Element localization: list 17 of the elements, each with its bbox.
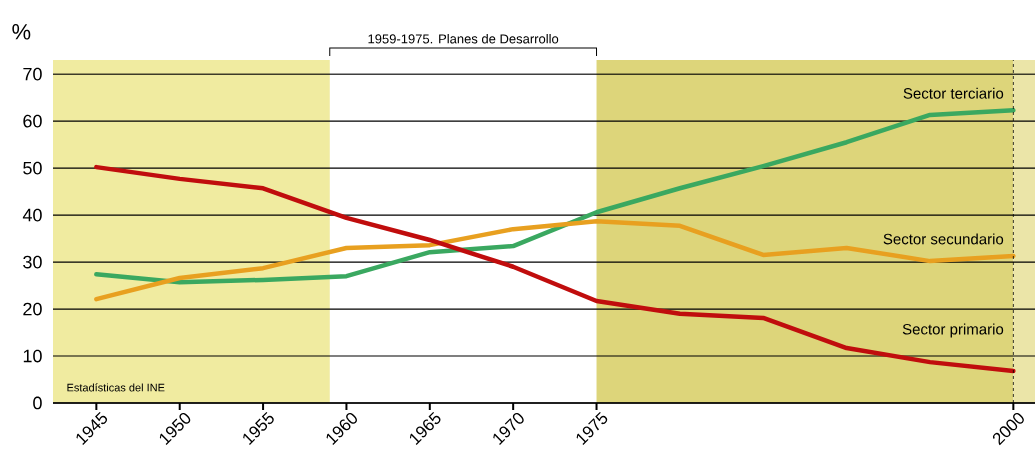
line-series bbox=[94, 164, 1016, 374]
y-axis-title: % bbox=[12, 24, 31, 40]
series-label: Sector primario bbox=[902, 323, 1004, 338]
y-tick-label: 30 bbox=[23, 255, 42, 269]
y-tick-label: 40 bbox=[22, 208, 42, 222]
line-series bbox=[94, 108, 1016, 285]
line-series bbox=[94, 218, 1016, 302]
y-tick-label: 0 bbox=[33, 396, 42, 410]
text: 1959-1975. Planes de Desarrollo bbox=[368, 33, 559, 44]
y-tick-label: 10 bbox=[23, 349, 42, 363]
series-label: Sector secundario bbox=[883, 233, 1004, 245]
y-tick-label: 50 bbox=[23, 161, 42, 175]
y-tick-label: 60 bbox=[23, 114, 42, 128]
y-tick-label: 70 bbox=[23, 67, 42, 81]
series-label: Sector terciario bbox=[903, 87, 1004, 99]
y-tick-label: 20 bbox=[23, 302, 42, 316]
annotation: Estadísticas del INE bbox=[67, 383, 165, 392]
